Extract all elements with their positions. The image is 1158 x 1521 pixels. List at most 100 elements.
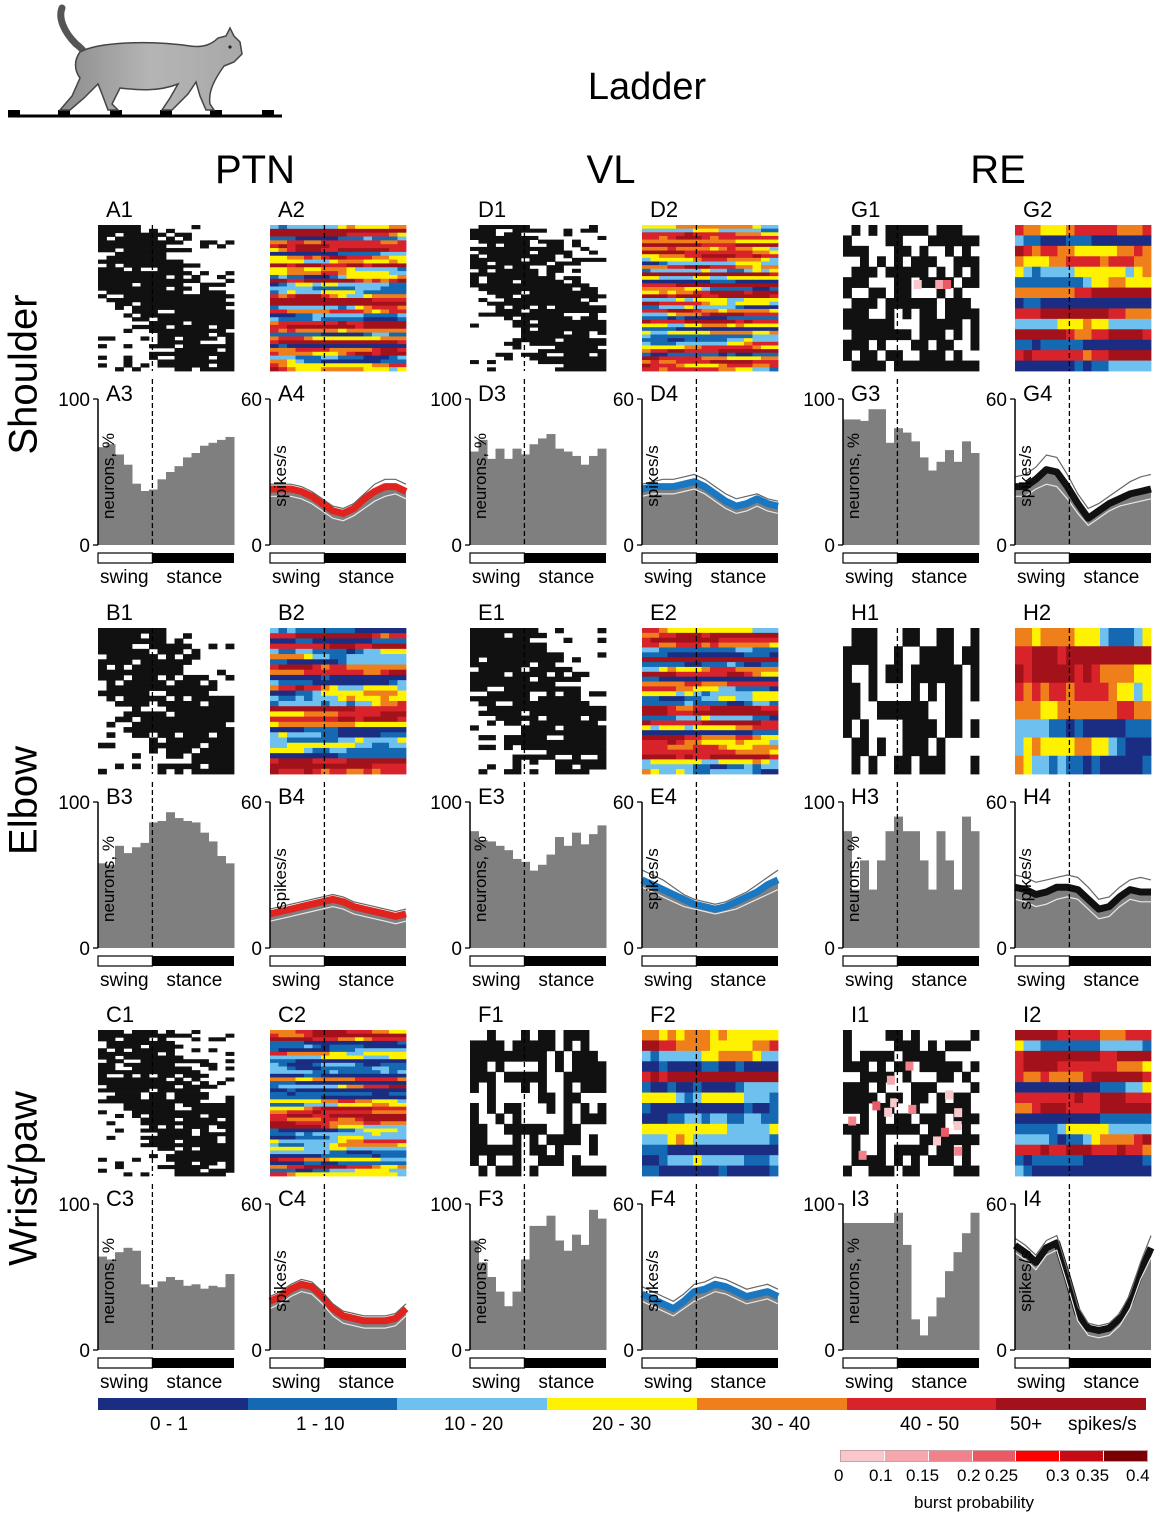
rate-cell [312, 286, 322, 291]
raster-cell [217, 706, 226, 712]
raster-cell [132, 669, 141, 676]
rate-cell [287, 228, 296, 234]
histogram-bar [512, 858, 522, 948]
rate-cell [769, 308, 779, 313]
panel-label: B2 [278, 600, 305, 625]
raster-cell [217, 1168, 226, 1173]
raster-cell [538, 671, 547, 678]
rate-cell [346, 737, 356, 744]
rate-cell [295, 274, 305, 280]
rate-cell [650, 759, 660, 765]
raster-cell [589, 228, 598, 233]
raster-cell [191, 340, 201, 345]
raster-cell [529, 652, 539, 658]
raster-cell [166, 674, 175, 681]
rate-cell [321, 355, 330, 360]
rate-cell [270, 294, 279, 299]
raster-cell [495, 239, 505, 244]
raster-cell [166, 643, 175, 650]
rate-cell [329, 313, 339, 318]
rate-cell [676, 316, 685, 321]
rate-cell [372, 321, 381, 326]
rate-cell [397, 355, 407, 360]
raster-cell [157, 1059, 167, 1064]
rate-cell [372, 1146, 381, 1151]
raster-cell [563, 254, 573, 259]
raster-cell [200, 359, 209, 364]
rate-cell [710, 341, 719, 346]
rate-cell [278, 1055, 288, 1060]
rate-cell [735, 691, 745, 697]
rate-cell [312, 259, 322, 264]
raster-cell [563, 725, 573, 731]
rate-cell [295, 654, 305, 660]
rate-cell [676, 352, 685, 357]
rate-cell [372, 1154, 381, 1159]
rate-cell [312, 768, 322, 775]
rate-cell [744, 246, 753, 251]
raster-cell [166, 1154, 175, 1159]
raster-cell [563, 764, 573, 770]
rate-cell [761, 666, 770, 673]
raster-cell [132, 278, 141, 284]
raster-cell [580, 308, 590, 313]
raster-cell [512, 735, 522, 741]
rate-cell [659, 749, 668, 755]
rate-cell [338, 664, 347, 671]
rate-cell [380, 1066, 390, 1071]
raster-cell [495, 1050, 505, 1062]
rate-cell [684, 272, 694, 277]
rate-cell [667, 647, 677, 653]
rate-cell [278, 1092, 288, 1097]
rate-cell [329, 344, 339, 349]
rate-cell [321, 1150, 330, 1155]
rate-cell [718, 720, 728, 726]
raster-cell [529, 1123, 539, 1135]
rate-cell [278, 763, 288, 770]
raster-cell [183, 294, 192, 299]
rate-cell [650, 710, 660, 716]
raster-cell [106, 263, 116, 268]
raster-cell [512, 1123, 522, 1135]
rate-cell [312, 301, 322, 307]
raster-cell [225, 1077, 235, 1082]
raster-cell [512, 290, 522, 295]
rate-cell [718, 705, 728, 712]
raster-cell [512, 1050, 522, 1062]
rate-cell [642, 225, 651, 230]
rate-cell [650, 681, 660, 687]
rate-cell [397, 628, 407, 634]
rate-cell [295, 1040, 305, 1045]
rate-cell [389, 768, 398, 775]
histogram-bar [495, 448, 505, 545]
rate-cell [363, 298, 373, 303]
rate-cell [684, 316, 694, 321]
rate-cell [718, 279, 728, 284]
raster-cell [580, 352, 590, 357]
raster-cell [521, 628, 530, 634]
rate-cell [338, 317, 347, 322]
rate-cell [270, 309, 279, 314]
raster-cell [115, 244, 124, 249]
rate-cell [380, 1103, 390, 1108]
rate-cell [744, 279, 753, 284]
rate-cell [659, 686, 668, 692]
raster-cell [589, 290, 598, 295]
raster-cell [200, 332, 209, 337]
rate-cell [346, 1073, 356, 1078]
rate-cell [295, 1124, 305, 1129]
rate-cell [735, 701, 745, 707]
raster-cell [487, 1144, 496, 1156]
rate-cell [380, 1139, 390, 1144]
rate-cell [287, 332, 296, 337]
rate-cell [397, 232, 407, 237]
rate-cell [270, 1157, 279, 1162]
raster-cell [183, 727, 192, 733]
raster-cell [174, 240, 184, 245]
rate-cell [718, 696, 728, 702]
rate-cell [389, 1157, 398, 1162]
rate-cell [727, 735, 736, 741]
raster-cell [572, 1155, 581, 1166]
rate-cell [701, 681, 711, 687]
rate-cell [667, 301, 677, 306]
